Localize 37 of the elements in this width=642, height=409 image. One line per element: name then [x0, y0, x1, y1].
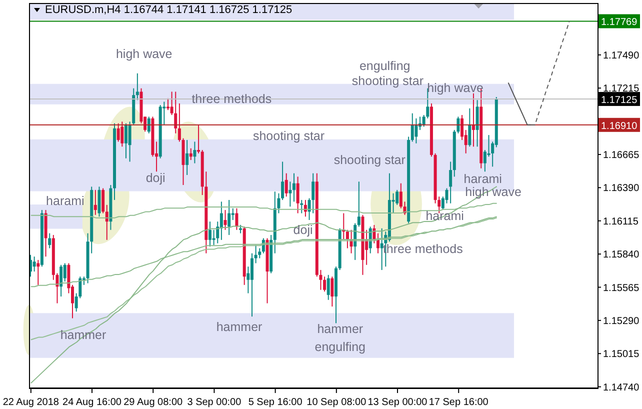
y-tick-label: 1.15565 [603, 282, 640, 294]
y-tick-label: 1.16390 [603, 183, 640, 194]
annotation: hammer [216, 320, 262, 334]
x-tick-label: 24 Aug 16:00 [62, 397, 122, 408]
annotation: three methods [192, 92, 272, 106]
annotation: high wave [116, 47, 172, 61]
x-tick-label: 5 Sep 16:00 [248, 397, 303, 408]
x-tick-label: 17 Sep 16:00 [428, 397, 489, 408]
annotation: high wave [465, 185, 522, 199]
x-tick-label: 3 Sep 00:00 [187, 397, 242, 408]
y-tick-label: 1.15840 [603, 250, 640, 261]
y-tick-label: 1.16115 [603, 216, 639, 228]
annotation: shooting star [334, 153, 406, 167]
annotation: doji [146, 171, 166, 185]
ref-line-label: 1.17769 [601, 17, 638, 28]
annotation: shooting star [352, 74, 424, 88]
ref-line-label: 1.17125 [601, 94, 638, 106]
y-tick-label: 1.17490 [603, 50, 640, 62]
annotation: hammer [317, 322, 364, 336]
annotation: high wave [427, 81, 484, 95]
annotation: engulfing [314, 340, 366, 354]
y-tick-label: 1.15290 [603, 316, 640, 327]
y-tick-label: 1.14740 [603, 382, 640, 394]
annotation: doji [293, 223, 313, 237]
x-tick-label: 10 Sep 08:00 [306, 397, 367, 408]
x-tick-label: 13 Sep 00:00 [368, 397, 428, 408]
y-tick-label: 1.15015 [603, 349, 640, 360]
annotation: harami [46, 194, 84, 208]
annotation: shooting star [252, 129, 325, 143]
ref-line-label: 1.16910 [601, 120, 638, 132]
y-tick-label: 1.17215 [603, 84, 640, 95]
annotation: harami [464, 172, 502, 186]
y-tick-label: 1.16665 [603, 150, 640, 162]
annotation: engulfing [359, 59, 410, 73]
x-tick-label: 29 Aug 08:00 [124, 397, 184, 408]
x-tick-label: 22 Aug 2018 [2, 397, 60, 408]
chart-title: EURUSD.m,H4 1.16744 1.17141 1.16725 1.17125 [45, 4, 292, 16]
